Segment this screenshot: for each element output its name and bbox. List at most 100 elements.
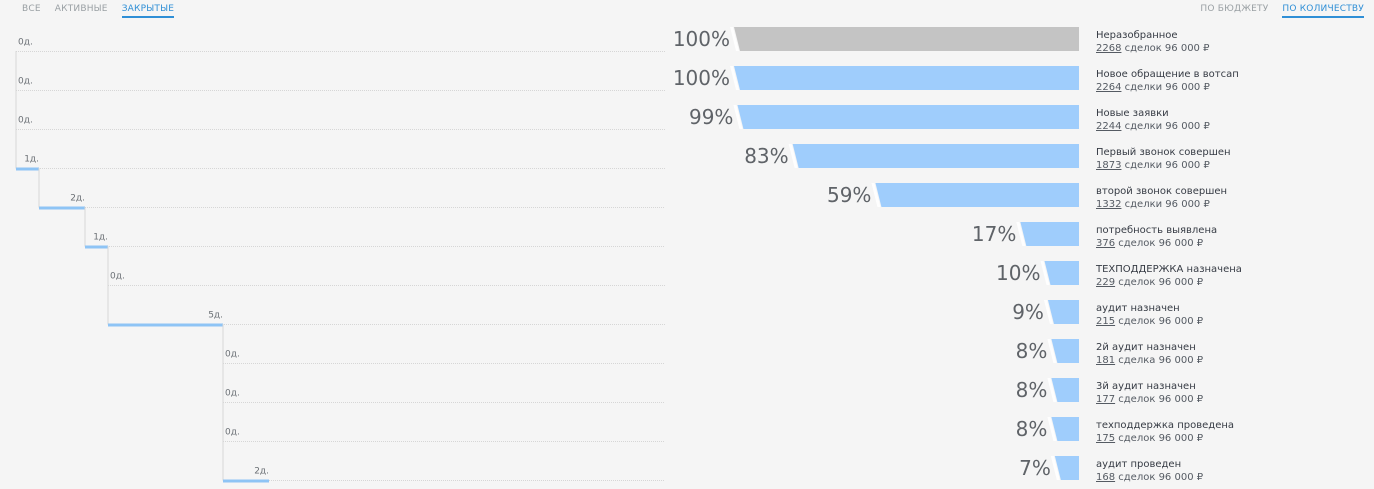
percent-label: 59% [827, 183, 871, 207]
deal-count-link[interactable]: 2264 [1096, 82, 1122, 93]
mode-tabs: ПО БЮДЖЕТУ ПО КОЛИЧЕСТВУ [1200, 4, 1364, 18]
percent-label: 10% [996, 261, 1040, 285]
deal-summary-text: сделок 96 000 ₽ [1115, 238, 1204, 249]
deal-count-link[interactable]: 168 [1096, 472, 1116, 483]
stage-name: ТЕХПОДДЕРЖКА назначена [1096, 264, 1242, 275]
time-label: 0д. [18, 38, 33, 48]
deal-summary-text: сделок 96 000 ₽ [1115, 394, 1204, 405]
deal-summary-text: сделок 96 000 ₽ [1115, 277, 1204, 288]
funnel-bar [1051, 417, 1079, 441]
funnel-bar [1051, 378, 1079, 402]
funnel-bar [734, 27, 1079, 51]
percent-label: 17% [972, 222, 1016, 246]
funnel-bar-edge [1047, 378, 1057, 402]
funnel-bar-edge [1050, 456, 1060, 480]
time-label: 1д. [24, 155, 39, 165]
stage-name: второй звонок совершен [1096, 186, 1228, 197]
deal-count-link[interactable]: 175 [1096, 433, 1116, 444]
tab-active[interactable]: АКТИВНЫЕ [54, 4, 108, 14]
deal-summary-text: сделки 96 000 ₽ [1121, 160, 1210, 171]
percent-label: 83% [744, 144, 788, 168]
time-label: 2д. [254, 467, 269, 477]
stage-summary: 2268 сделок 96 000 ₽ [1096, 42, 1209, 56]
stage-name: потребность выявлена [1096, 225, 1218, 236]
percent-label: 8% [1016, 417, 1048, 441]
deal-count-link[interactable]: 376 [1096, 238, 1116, 249]
deal-summary-text: сделок 96 000 ₽ [1121, 43, 1210, 54]
percent-label: 9% [1012, 300, 1044, 324]
percent-label: 100% [673, 66, 730, 90]
funnel-bar [737, 105, 1079, 129]
stage-summary: 2264 сделки 96 000 ₽ [1096, 81, 1210, 95]
tab-by-budget[interactable]: ПО БЮДЖЕТУ [1200, 4, 1269, 14]
deal-summary-text: сделок 96 000 ₽ [1115, 316, 1204, 327]
time-label: 5д. [208, 311, 223, 321]
funnel-bar [875, 183, 1079, 207]
time-label: 0д. [225, 389, 240, 399]
stage-name: 2й аудит назначен [1096, 342, 1196, 353]
funnel-bar [792, 144, 1079, 168]
funnel-bar-edge [788, 144, 798, 168]
percent-label: 100% [673, 27, 730, 51]
time-label: 0д. [225, 350, 240, 360]
time-label: 0д. [18, 116, 33, 126]
stage-summary: 181 сделка 96 000 ₽ [1096, 354, 1203, 368]
time-label: 0д. [110, 272, 125, 282]
time-label: 0д. [225, 428, 240, 438]
funnel-bar-edge [733, 105, 743, 129]
deal-count-link[interactable]: 2244 [1096, 121, 1122, 132]
deal-summary-text: сделок 96 000 ₽ [1115, 472, 1204, 483]
stage-summary: 2244 сделки 96 000 ₽ [1096, 120, 1210, 134]
funnel-bar-edge [871, 183, 881, 207]
deal-count-link[interactable]: 1873 [1096, 160, 1122, 171]
funnel-bar [1054, 456, 1079, 480]
stage-name: аудит проведен [1096, 459, 1182, 470]
time-label: 0д. [18, 77, 33, 87]
funnel-bar-edge [730, 27, 739, 51]
tab-all[interactable]: ВСЕ [22, 4, 41, 14]
percent-label: 99% [689, 105, 733, 129]
funnel-bar [1020, 222, 1079, 246]
funnel-bar-edge [1047, 417, 1057, 441]
stage-name: Новые заявки [1096, 108, 1169, 119]
funnel-bar [1047, 300, 1079, 324]
stage-summary: 376 сделок 96 000 ₽ [1096, 237, 1203, 251]
deal-count-link[interactable]: 177 [1096, 394, 1116, 405]
deal-summary-text: сделки 96 000 ₽ [1121, 82, 1210, 93]
percent-label: 8% [1016, 339, 1048, 363]
deal-summary-text: сделки 96 000 ₽ [1121, 121, 1210, 132]
funnel-bar [734, 66, 1079, 90]
funnel-bar-edge [730, 66, 739, 90]
deal-count-link[interactable]: 1332 [1096, 199, 1122, 210]
deal-summary-text: сделка 96 000 ₽ [1115, 355, 1204, 366]
time-label: 2д. [70, 194, 85, 204]
stage-summary: 229 сделок 96 000 ₽ [1096, 276, 1203, 290]
funnel-bar [1051, 339, 1079, 363]
stage-summary: 1873 сделки 96 000 ₽ [1096, 159, 1210, 173]
deal-count-link[interactable]: 181 [1096, 355, 1116, 366]
deal-summary-text: сделки 96 000 ₽ [1121, 199, 1210, 210]
deal-count-link[interactable]: 215 [1096, 316, 1116, 327]
stage-summary: 177 сделок 96 000 ₽ [1096, 393, 1203, 407]
stage-summary: 215 сделок 96 000 ₽ [1096, 315, 1203, 329]
tab-closed[interactable]: ЗАКРЫТЫЕ [121, 4, 175, 18]
stage-name: аудит назначен [1096, 303, 1180, 314]
percent-label: 8% [1016, 378, 1048, 402]
stage-summary: 1332 сделки 96 000 ₽ [1096, 198, 1210, 212]
tab-by-count[interactable]: ПО КОЛИЧЕСТВУ [1282, 4, 1364, 18]
stage-name: Новое обращение в вотсап [1096, 69, 1239, 80]
funnel-bar [1044, 261, 1079, 285]
time-label: 1д. [93, 233, 108, 243]
deal-count-link[interactable]: 229 [1096, 277, 1116, 288]
deal-summary-text: сделок 96 000 ₽ [1115, 433, 1204, 444]
funnel-bar-edge [1047, 339, 1057, 363]
funnel-bar-edge [1040, 261, 1050, 285]
funnel-bar-edge [1043, 300, 1053, 324]
stage-name: Неразобранное [1096, 30, 1178, 41]
stage-summary: 175 сделок 96 000 ₽ [1096, 432, 1203, 446]
percent-label: 7% [1019, 456, 1051, 480]
stage-name: 3й аудит назначен [1096, 381, 1196, 392]
deal-count-link[interactable]: 2268 [1096, 43, 1122, 54]
